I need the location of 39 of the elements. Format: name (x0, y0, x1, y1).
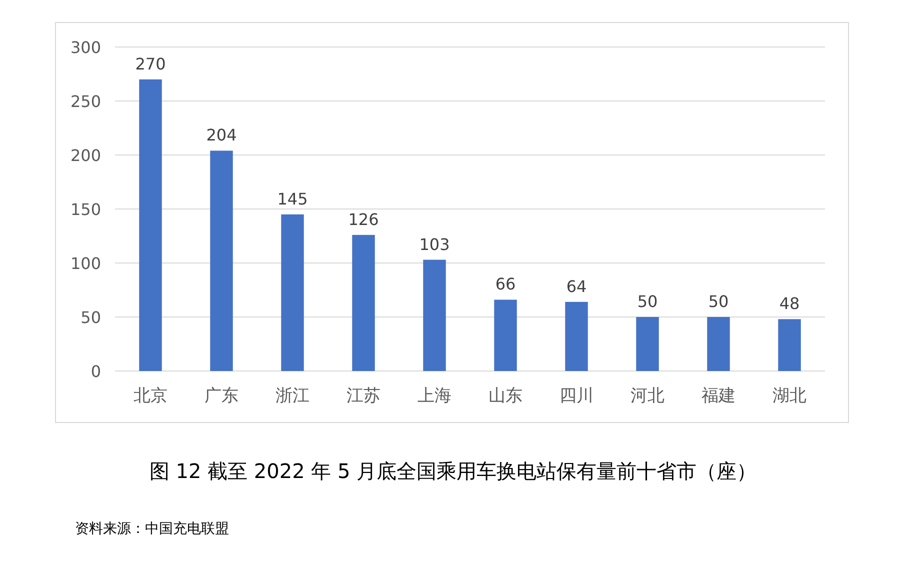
bar (636, 317, 659, 371)
bar (778, 319, 801, 371)
bar (210, 150, 233, 371)
x-tick-label: 广东 (204, 386, 238, 406)
bar (565, 302, 588, 371)
bar (139, 79, 162, 371)
bar (281, 214, 304, 371)
x-tick-label: 福建 (702, 386, 736, 406)
data-label: 204 (206, 126, 237, 145)
data-label: 103 (419, 234, 450, 254)
x-tick-label: 江苏 (346, 386, 380, 406)
x-tick-label: 山东 (488, 386, 522, 406)
x-tick-label: 北京 (134, 386, 168, 406)
bar (423, 260, 446, 371)
x-tick-label: 浙江 (276, 386, 310, 406)
y-tick-label: 300 (70, 38, 101, 57)
bar (707, 317, 730, 371)
y-tick-label: 50 (80, 308, 101, 327)
x-tick-label: 河北 (630, 386, 664, 406)
data-label: 64 (566, 276, 587, 296)
y-tick-label: 150 (70, 200, 101, 219)
data-label: 48 (779, 294, 800, 314)
data-label: 50 (708, 292, 729, 311)
data-label: 270 (135, 54, 166, 74)
x-tick-label: 湖北 (772, 386, 806, 406)
x-tick-label: 上海 (418, 386, 452, 406)
data-label: 50 (637, 292, 658, 311)
text: 资料来源：中国充电联盟 (75, 521, 229, 537)
bar (494, 300, 517, 371)
y-tick-label: 250 (70, 92, 101, 111)
y-tick-label: 200 (70, 146, 101, 165)
y-tick-label: 0 (90, 362, 101, 381)
data-label: 126 (348, 210, 379, 229)
x-tick-label: 四川 (560, 386, 594, 406)
data-label: 145 (277, 189, 308, 208)
y-tick-label: 100 (70, 254, 101, 273)
bar (352, 234, 375, 371)
data-label: 66 (495, 274, 516, 294)
text: 图 12 截至 2022 年 5 月底全国乘用车换电站保有量前十省市（座） (149, 459, 757, 483)
